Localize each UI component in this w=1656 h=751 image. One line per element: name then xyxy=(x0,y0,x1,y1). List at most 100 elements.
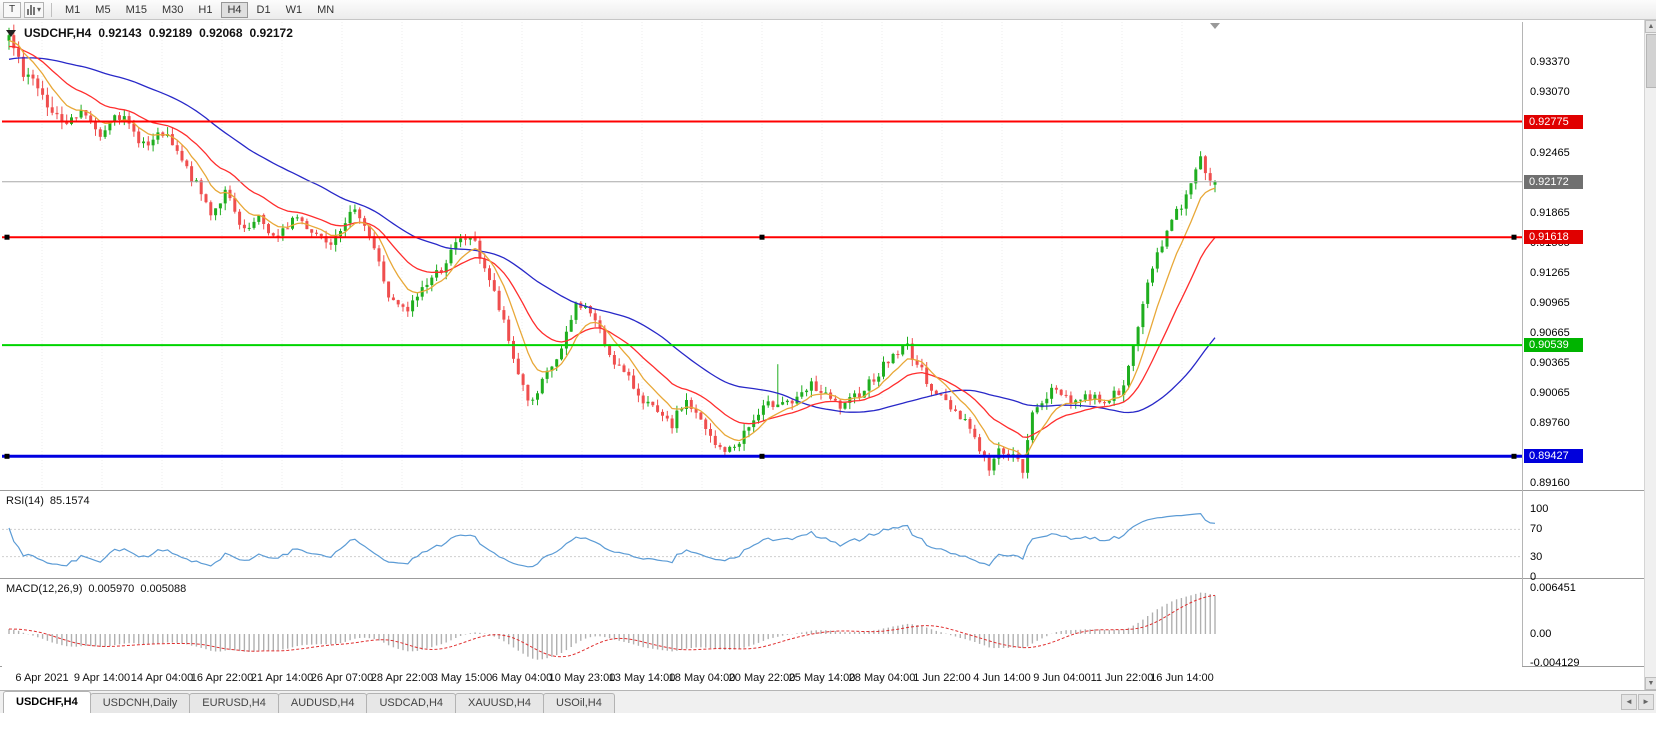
time-axis-label: 9 Jun 04:00 xyxy=(1033,672,1091,684)
tab-usdcad-h4[interactable]: USDCAD,H4 xyxy=(366,693,457,713)
timeframe-button-d1[interactable]: D1 xyxy=(256,3,271,16)
price-axis-tick: 0.006451 xyxy=(1530,582,1576,594)
price-axis-tick: 70 xyxy=(1530,523,1543,535)
rsi-label-row: RSI(14) 85.1574 xyxy=(6,495,90,507)
scroll-down-icon[interactable]: ▼ xyxy=(1645,677,1656,690)
chart-title: USDCHF,H4 0.92143 0.92189 0.92068 0.9217… xyxy=(6,26,293,40)
price-axis: 0.933700.930700.924650.918650.915650.912… xyxy=(1524,22,1642,669)
price-axis-tick: 0.90965 xyxy=(1530,297,1570,309)
tab-audusd-h4[interactable]: AUDUSD,H4 xyxy=(277,693,368,713)
tab-scroll-left-icon[interactable]: ◄ xyxy=(1621,694,1637,710)
tab-usoil-h4[interactable]: USOil,H4 xyxy=(543,693,615,713)
time-axis-label: 11 Jun 22:00 xyxy=(1090,672,1154,684)
time-axis-label: 20 May 22:00 xyxy=(728,672,796,684)
time-axis-label: 1 Jun 22:00 xyxy=(913,672,971,684)
time-axis-label: 28 Apr 22:00 xyxy=(370,672,434,684)
ohlc-close: 0.92172 xyxy=(249,26,293,40)
time-axis-label: 9 Apr 14:00 xyxy=(73,672,131,684)
timeframe-button-h4[interactable]: H4 xyxy=(221,1,248,18)
macd-indicator-label: MACD(12,26,9) xyxy=(6,583,83,595)
macd-indicator-pane[interactable] xyxy=(2,580,1522,666)
macd-value: 0.005970 xyxy=(88,583,135,595)
chart-type-button[interactable]: ▾ xyxy=(24,1,45,18)
price-axis-tick: 0.00 xyxy=(1530,628,1552,640)
price-axis-tick: 0 xyxy=(1530,571,1537,583)
vertical-scrollbar[interactable]: ▲ ▼ xyxy=(1644,20,1656,690)
tab-eurusd-h4[interactable]: EURUSD,H4 xyxy=(189,693,279,713)
timeframe-button-h1[interactable]: H1 xyxy=(198,3,213,16)
tab-usdcnh-daily[interactable]: USDCNH,Daily xyxy=(89,693,191,713)
time-axis-label: 10 May 23:00 xyxy=(548,672,616,684)
price-axis-tick: 0.93070 xyxy=(1530,86,1570,98)
chevron-down-icon: ▾ xyxy=(37,4,42,14)
time-axis-label: 21 Apr 14:00 xyxy=(250,672,314,684)
time-axis-label: 14 Apr 04:00 xyxy=(130,672,194,684)
scroll-up-icon[interactable]: ▲ xyxy=(1645,20,1656,33)
ohlc-open: 0.92143 xyxy=(98,26,142,40)
time-axis-label: 16 Apr 22:00 xyxy=(190,672,254,684)
price-badge: 0.89427 xyxy=(1524,449,1583,463)
time-axis-label: 6 Apr 2021 xyxy=(15,672,69,684)
price-axis-border xyxy=(1522,22,1523,666)
rsi-indicator-value: 85.1574 xyxy=(49,495,90,507)
tab-usdchf-h4[interactable]: USDCHF,H4 xyxy=(3,691,91,713)
ohlc-low: 0.92068 xyxy=(199,26,243,40)
macd-signal-value: 0.005088 xyxy=(140,583,187,595)
vertical-scrollbar-thumb[interactable] xyxy=(1646,34,1656,88)
chart-symbol: USDCHF,H4 xyxy=(24,26,92,40)
price-axis-tick: 0.89760 xyxy=(1530,417,1570,429)
price-axis-tick: 0.90365 xyxy=(1530,357,1570,369)
price-badge: 0.92775 xyxy=(1524,115,1583,129)
tab-xauusd-h4[interactable]: XAUUSD,H4 xyxy=(455,693,544,713)
price-axis-tick: 0.91265 xyxy=(1530,267,1570,279)
price-axis-tick: -0.004129 xyxy=(1530,657,1580,669)
one-click-trading-arrow-icon[interactable] xyxy=(6,29,16,37)
pane-separator[interactable] xyxy=(0,578,1656,579)
price-axis-tick: 0.93370 xyxy=(1530,56,1570,68)
time-axis-label: 4 Jun 14:00 xyxy=(973,672,1031,684)
timeframe-button-m30[interactable]: M30 xyxy=(161,3,184,16)
time-axis-label: 26 Apr 07:00 xyxy=(310,672,374,684)
price-chart-pane[interactable] xyxy=(2,22,1522,490)
pane-separator[interactable] xyxy=(0,490,1656,491)
ohlc-high: 0.92189 xyxy=(148,26,193,40)
candlestick-chart[interactable] xyxy=(2,22,1522,490)
macd-plot[interactable] xyxy=(2,580,1522,666)
price-badge: 0.92172 xyxy=(1524,175,1583,189)
text-tool-label: T xyxy=(8,4,16,15)
timeframe-button-m5[interactable]: M5 xyxy=(95,3,111,16)
price-axis-tick: 0.90665 xyxy=(1530,327,1570,339)
chart-shift-marker-icon[interactable] xyxy=(1210,23,1220,29)
time-axis-label: 18 May 04:00 xyxy=(668,672,736,684)
tab-scrollbar: ◄ ► xyxy=(1621,694,1654,710)
price-axis-tick: 0.91865 xyxy=(1530,207,1570,219)
timeframe-button-m1[interactable]: M1 xyxy=(65,3,81,16)
text-tool-button[interactable]: T xyxy=(3,1,21,18)
price-axis-tick: 0.89160 xyxy=(1530,477,1570,489)
price-axis-tick: 100 xyxy=(1530,503,1549,515)
candlestick-chart-icon xyxy=(27,4,35,15)
time-axis-label: 3 May 15:00 xyxy=(431,672,493,684)
macd-label-row: MACD(12,26,9) 0.005970 0.005088 xyxy=(6,583,186,595)
tab-scroll-right-icon[interactable]: ► xyxy=(1638,694,1654,710)
time-axis: 6 Apr 2021 9 Apr 14:00 14 Apr 04:00 16 Apr … xyxy=(2,666,1522,690)
time-axis-label: 28 May 04:00 xyxy=(848,672,916,684)
toolbar-separator xyxy=(51,2,53,17)
chart-toolbar: T ▾ M1 M5 M15 M30 H1 H4 D1 W1 MN xyxy=(0,0,1656,20)
price-axis-tick: 0.90065 xyxy=(1530,387,1570,399)
price-axis-tick: 0.92465 xyxy=(1530,147,1570,159)
time-axis-label: 13 May 14:00 xyxy=(608,672,676,684)
rsi-plot[interactable] xyxy=(2,492,1522,578)
time-axis-label: 6 May 04:00 xyxy=(491,672,553,684)
rsi-indicator-label: RSI(14) xyxy=(6,495,44,507)
time-axis-label: 16 Jun 14:00 xyxy=(1150,672,1214,684)
chart-tab-bar: USDCHF,H4 USDCNH,Daily EURUSD,H4 AUDUSD,… xyxy=(0,690,1656,713)
chart-window: USDCHF,H4 0.92143 0.92189 0.92068 0.9217… xyxy=(0,20,1656,690)
timeframe-button-mn[interactable]: MN xyxy=(317,3,335,16)
time-axis-label: 25 May 14:00 xyxy=(788,672,856,684)
price-badge: 0.91618 xyxy=(1524,230,1583,244)
timeframe-button-w1[interactable]: W1 xyxy=(285,3,303,16)
price-badge: 0.90539 xyxy=(1524,338,1583,352)
rsi-indicator-pane[interactable] xyxy=(2,492,1522,578)
timeframe-button-m15[interactable]: M15 xyxy=(125,3,147,16)
